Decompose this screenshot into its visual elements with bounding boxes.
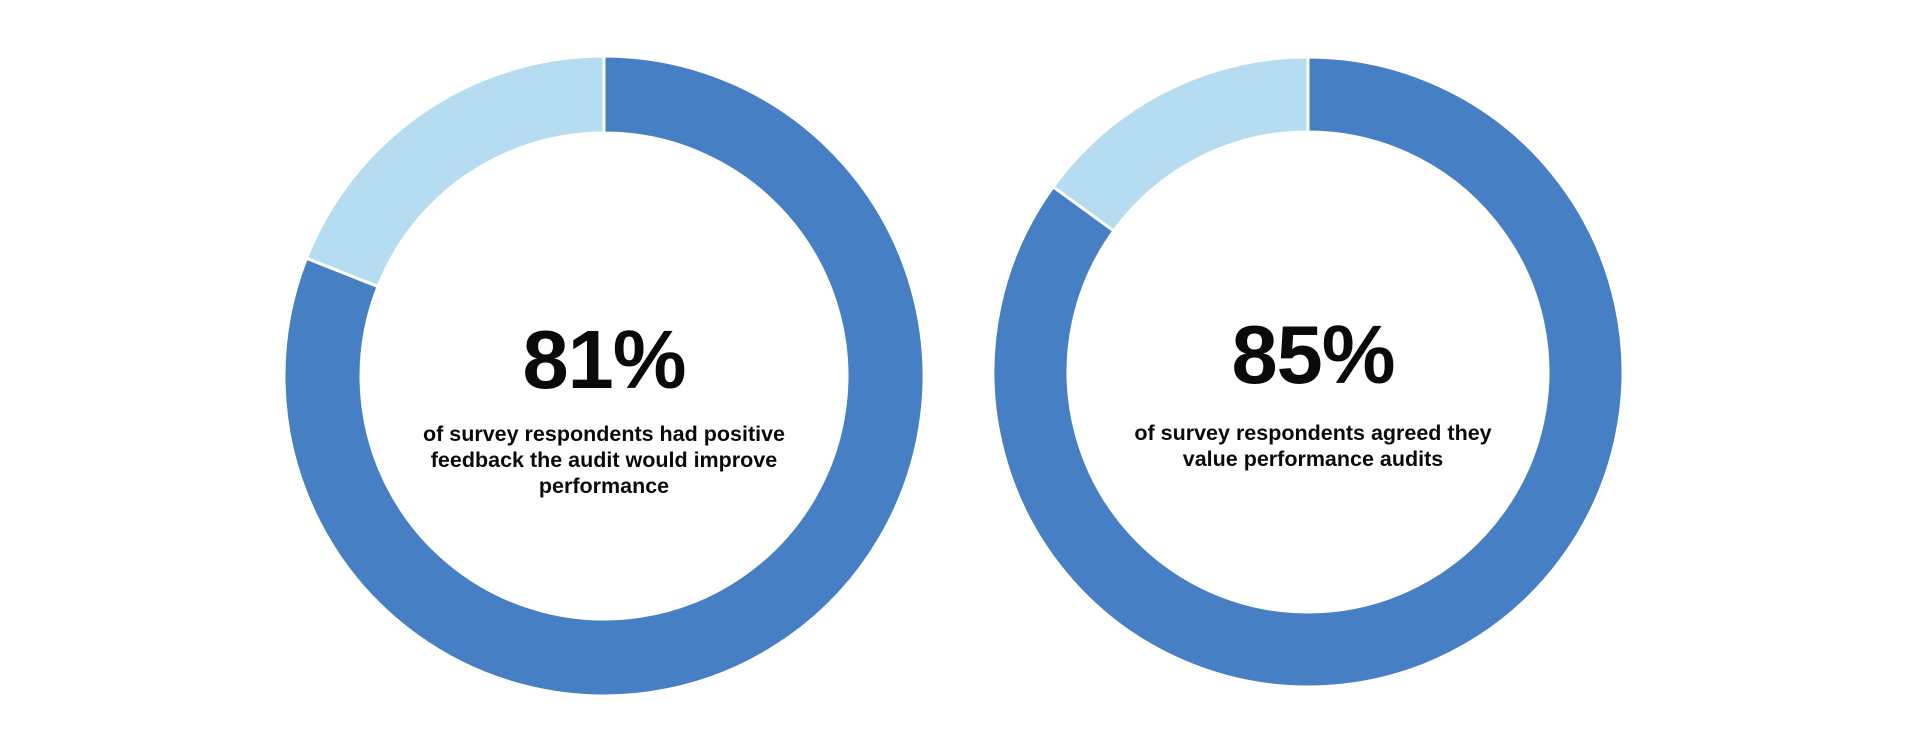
donut-chart-85: [991, 55, 1625, 689]
donut-segment-primary: [991, 55, 1625, 689]
donut-1-caption-line-2: feedback the audit would improve: [430, 448, 778, 472]
donut-chart-81: [282, 54, 926, 698]
donut-2-percentage: 85%: [1231, 308, 1395, 401]
donut-segment-secondary: [1051, 55, 1310, 234]
donut-1-caption-line-3: performance: [538, 474, 670, 498]
donut-segment-primary: [282, 54, 926, 698]
donut-2-caption-line-1: of survey respondents agreed they: [1134, 421, 1492, 445]
donut-2-caption-line-2: value performance audits: [1182, 447, 1444, 471]
donut-segment-secondary: [304, 54, 606, 289]
donut-1-caption-line-1: of survey respondents had positive: [422, 422, 785, 446]
donut-1-percentage: 81%: [522, 313, 686, 406]
